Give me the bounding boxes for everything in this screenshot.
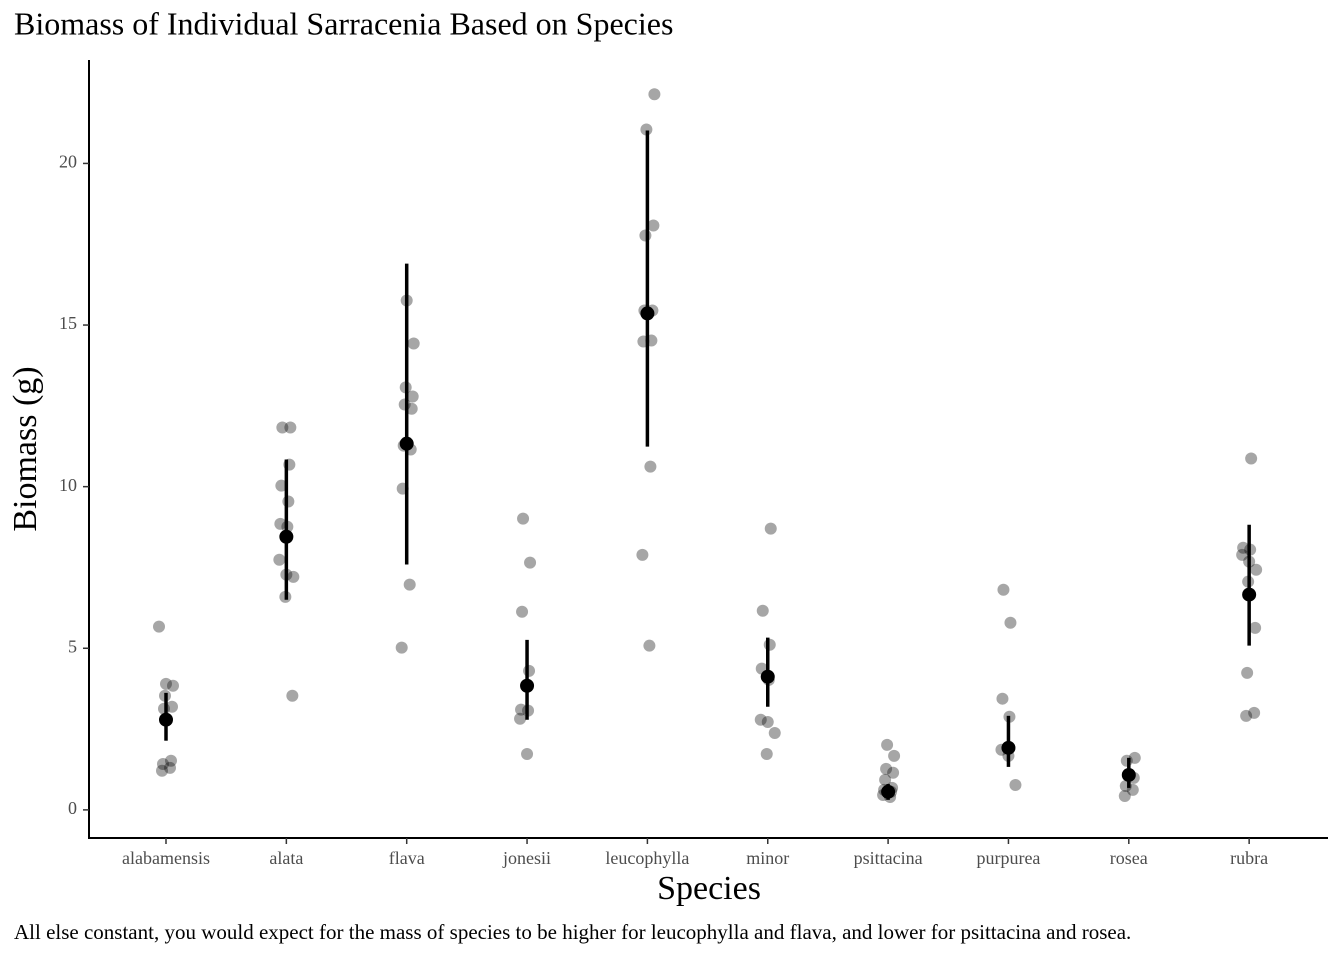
data-point [406, 390, 419, 403]
data-point [153, 620, 165, 633]
data-point [276, 421, 289, 434]
data-point [1250, 563, 1263, 576]
data-point [158, 702, 170, 715]
data-point [515, 703, 528, 716]
data-point [1120, 754, 1133, 767]
data-point [282, 495, 295, 508]
data-point [1237, 541, 1250, 554]
data-point [760, 747, 773, 760]
data-point [160, 677, 172, 690]
data-point [996, 692, 1009, 705]
data-point [514, 712, 527, 725]
x-tick-label: purpurea [976, 848, 1040, 868]
data-point [1241, 666, 1254, 679]
y-axis-title: Biomass (g) [7, 366, 44, 531]
x-tick-label: rosea [1110, 848, 1148, 868]
x-tick-label: psittacina [854, 848, 923, 868]
data-point [524, 556, 537, 569]
mean-point [520, 678, 535, 693]
data-point [403, 578, 416, 591]
data-point [165, 754, 177, 767]
data-point [1236, 548, 1249, 561]
mean-point [279, 529, 294, 544]
data-point [756, 604, 769, 617]
x-tick-label: leucophylla [605, 848, 689, 868]
chart-title: Biomass of Individual Sarracenia Based o… [14, 5, 673, 41]
mean-point [1001, 740, 1016, 755]
y-tick-label: 20 [59, 152, 77, 172]
data-point [1245, 452, 1258, 465]
data-point [1249, 621, 1262, 634]
x-tick-label: jonesii [502, 848, 551, 868]
data-point [644, 460, 657, 473]
data-point [880, 762, 893, 775]
data-point [1240, 709, 1253, 722]
data-point [157, 757, 169, 770]
data-point [521, 747, 534, 760]
data-point [640, 123, 653, 136]
data-point [887, 766, 900, 779]
mean-point [640, 306, 655, 321]
data-point [1004, 616, 1017, 629]
data-point [888, 749, 901, 762]
y-tick-label: 10 [59, 475, 77, 495]
data-point [1128, 751, 1141, 764]
data-point [523, 664, 536, 677]
data-point [636, 548, 649, 561]
x-tick-label: alata [269, 848, 303, 868]
x-tick-label: flava [389, 848, 425, 868]
caption: All else constant, you would expect for … [14, 920, 1131, 944]
data-point [647, 219, 660, 232]
data-point [286, 689, 299, 702]
y-tick-label: 0 [68, 798, 77, 818]
y-tick-label: 5 [68, 636, 77, 656]
mean-point [760, 669, 775, 684]
data-point [768, 726, 781, 739]
data-point [275, 479, 288, 492]
data-point [274, 517, 287, 530]
x-tick-label: alabamensis [122, 848, 210, 868]
data-point [517, 512, 530, 525]
data-point [1118, 789, 1131, 802]
data-point [167, 679, 179, 692]
x-axis-title: Species [657, 870, 761, 907]
y-tick-label: 15 [59, 313, 77, 333]
x-tick-label: rubra [1230, 848, 1268, 868]
data-point [764, 522, 777, 535]
data-point [287, 570, 300, 583]
data-point [156, 764, 168, 777]
data-point [648, 88, 661, 101]
data-point [166, 700, 178, 713]
data-point [997, 583, 1010, 596]
data-point [516, 605, 529, 618]
data-point [164, 761, 176, 774]
data-point [761, 715, 774, 728]
data-point [1009, 778, 1022, 791]
mean-point [159, 712, 173, 727]
data-point [763, 638, 776, 651]
data-point [1248, 706, 1261, 719]
mean-point [1121, 767, 1136, 782]
data-point [273, 553, 286, 566]
data-point [405, 402, 418, 415]
x-tick-label: minor [746, 848, 789, 868]
data-point [643, 639, 656, 652]
data-point [395, 641, 408, 654]
data-point [284, 421, 297, 434]
data-point [879, 773, 892, 786]
data-point [881, 738, 894, 751]
data-point [639, 229, 652, 242]
data-point [407, 337, 420, 350]
mean-point [399, 436, 414, 451]
data-point [754, 713, 767, 726]
mean-point [881, 784, 896, 799]
mean-point [1242, 587, 1257, 602]
